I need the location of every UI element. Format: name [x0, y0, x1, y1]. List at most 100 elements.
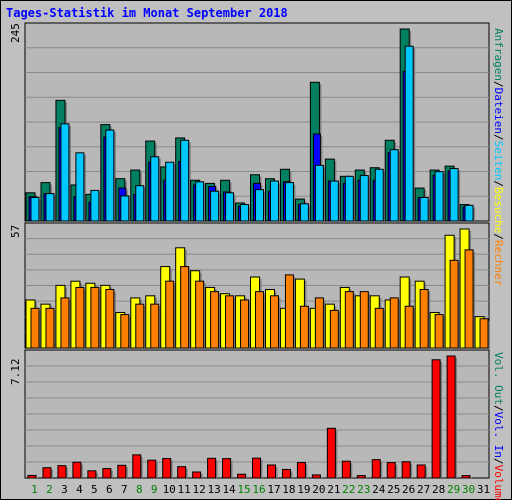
bar-sites [90, 286, 100, 349]
bar-pages [284, 182, 294, 222]
legend-bottom-panel-part: Vol. In [492, 412, 505, 458]
bar-volume [431, 359, 441, 479]
x-tick-label: 18 [282, 483, 295, 496]
bar-sites [284, 274, 294, 349]
bar-pages [374, 168, 384, 222]
bar-pages [344, 175, 354, 222]
bar-volume [177, 466, 187, 479]
legend-top-panels-part: / [492, 81, 505, 88]
bar-volume [162, 457, 172, 479]
middle-ymax-label: 57 [9, 225, 22, 238]
bar-sites [344, 291, 354, 349]
x-tick-label: 3 [61, 483, 68, 496]
bar-volume [311, 474, 321, 479]
bar-volume [87, 470, 97, 479]
bar-pages [389, 149, 399, 222]
bar-volume [72, 461, 82, 479]
bar-pages [269, 180, 279, 222]
bar-sites [195, 280, 205, 349]
bar-sites [180, 266, 190, 349]
x-tick-label: 30 [462, 483, 475, 496]
legend-top-panels-part: Besuche [492, 187, 505, 233]
x-tick-label: 20 [312, 483, 325, 496]
x-tick-label: 19 [297, 483, 310, 496]
x-tick-label: 6 [106, 483, 113, 496]
x-tick-label: 5 [91, 483, 98, 496]
x-tick-label: 11 [178, 483, 191, 496]
bar-volume [117, 464, 127, 479]
x-tick-label: 29 [447, 483, 460, 496]
bar-sites [269, 295, 279, 349]
bar-pages [210, 190, 220, 222]
legend-bottom-panel-part: Volumen [492, 465, 505, 500]
bar-pages [329, 180, 339, 222]
bar-pages [75, 152, 85, 222]
bar-pages [165, 161, 175, 222]
bar-volume [296, 462, 306, 479]
bar-volume [207, 457, 217, 479]
bar-volume [401, 461, 411, 479]
bar-pages [225, 192, 235, 222]
bar-sites [30, 307, 40, 349]
x-tick-label: 12 [193, 483, 206, 496]
bar-volume [132, 454, 142, 479]
legend-top-panels-part: Seiten [492, 141, 505, 181]
bar-volume [446, 355, 456, 479]
bar-volume [192, 471, 202, 479]
bar-sites [210, 291, 220, 349]
x-tick-label: 17 [267, 483, 280, 496]
bar-sites [165, 280, 175, 349]
x-tick-label: 23 [357, 483, 370, 496]
bar-pages [135, 185, 145, 222]
bar-sites [75, 286, 85, 349]
bar-pages [90, 189, 100, 222]
bar-volume [57, 465, 67, 479]
x-tick-label: 10 [163, 483, 176, 496]
bar-volume [222, 458, 232, 479]
bar-sites [120, 314, 130, 349]
bar-pages [105, 129, 115, 222]
x-tick-label: 27 [417, 483, 430, 496]
x-tick-label: 1 [31, 483, 38, 496]
x-tick-label: 9 [151, 483, 158, 496]
bar-pages [434, 171, 444, 222]
bar-volume [266, 464, 276, 479]
bar-sites [404, 305, 414, 349]
bar-volume [42, 467, 52, 479]
bar-volume [237, 473, 247, 479]
bar-sites [45, 307, 55, 349]
x-tick-label: 25 [387, 483, 400, 496]
x-tick-label: 2 [46, 483, 53, 496]
bar-sites [464, 249, 474, 349]
bar-pages [314, 164, 324, 222]
bar-pages [150, 156, 160, 222]
bar-sites [240, 299, 250, 349]
bar-volume [341, 460, 351, 479]
legend-top-panels-part: Dateien [492, 88, 505, 134]
bar-pages [180, 139, 190, 222]
bar-sites [60, 297, 70, 349]
bar-pages [255, 189, 265, 222]
bar-volume [252, 457, 262, 479]
bar-volume [147, 459, 157, 479]
bar-volume [326, 427, 336, 479]
legend-bottom-panel: Vol. Out/Vol. In/Volumen [492, 352, 505, 500]
x-tick-label: 13 [207, 483, 220, 496]
bar-pages [404, 45, 414, 222]
bar-pages [60, 123, 70, 222]
x-tick-label: 31 [477, 483, 490, 496]
bar-sites [359, 291, 369, 349]
bar-sites [419, 289, 429, 349]
legend-bottom-panel-part: / [492, 405, 505, 412]
x-tick-label: 26 [402, 483, 415, 496]
x-tick-label: 7 [121, 483, 128, 496]
bar-sites [479, 318, 489, 349]
bar-volume [102, 468, 112, 479]
x-tick-label: 21 [327, 483, 340, 496]
chart-title: Tages-Statistik im Monat September 2018 [6, 6, 288, 20]
bar-pages [359, 175, 369, 222]
bar-sites [135, 303, 145, 349]
legend-top-panels-part: / [492, 233, 505, 240]
bar-volume [386, 462, 396, 479]
